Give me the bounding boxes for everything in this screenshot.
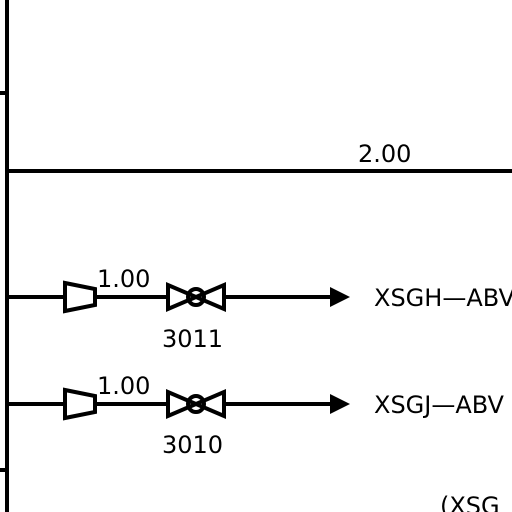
destination-label: XSGH—ABV xyxy=(374,284,512,312)
partial-note: (XSG xyxy=(440,492,500,512)
branch-size-label: 1.00 xyxy=(97,372,150,400)
valve-tag: 3011 xyxy=(162,325,223,353)
header-size-label: 2.00 xyxy=(358,140,411,168)
valve-tag: 3010 xyxy=(162,431,223,459)
reducer-icon xyxy=(63,280,97,314)
gate-valve-icon xyxy=(166,388,226,420)
gate-valve-icon xyxy=(166,281,226,313)
reducer-icon xyxy=(63,387,97,421)
branch-size-label: 1.00 xyxy=(97,265,150,293)
branch-line-1: 1.00 3011 XSGH—ABV xyxy=(7,265,512,353)
branch-line-2: 1.00 3010 XSGJ—ABV xyxy=(7,372,504,459)
flow-arrow-icon xyxy=(330,287,350,307)
destination-label: XSGJ—ABV xyxy=(374,391,504,419)
flow-arrow-icon xyxy=(330,394,350,414)
